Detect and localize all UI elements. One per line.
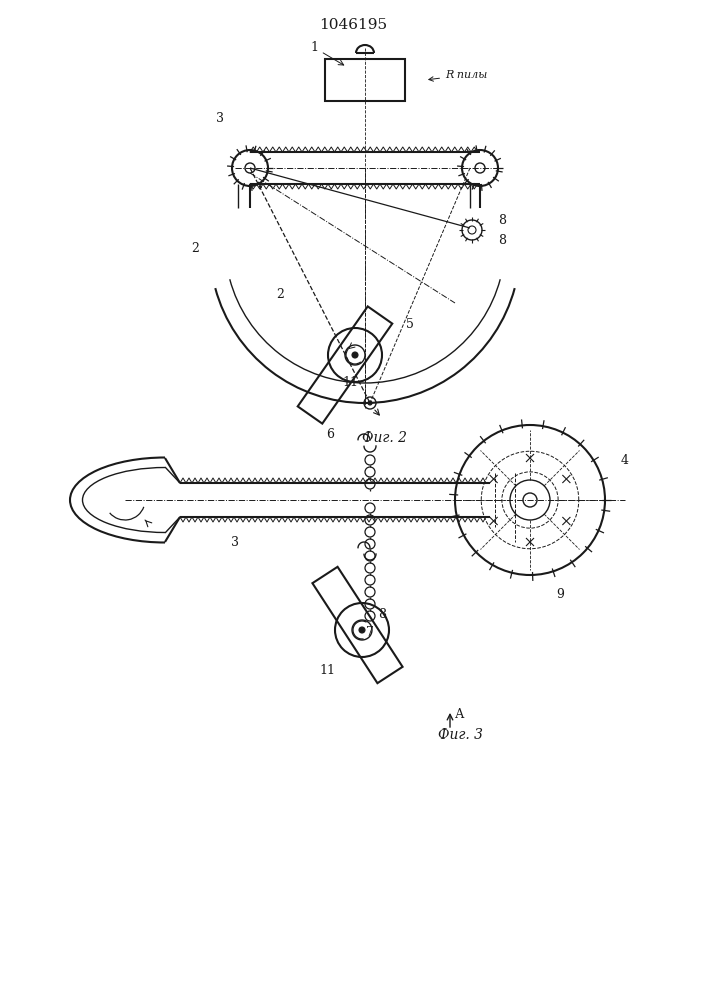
Text: 11: 11 [342,376,358,389]
Circle shape [359,627,365,633]
Text: 4: 4 [621,454,629,466]
Text: 8: 8 [378,608,386,621]
Circle shape [352,352,358,358]
Text: 3: 3 [216,111,224,124]
Circle shape [368,401,372,405]
Text: 3: 3 [231,536,239,548]
Text: 2: 2 [191,241,199,254]
Text: 1046195: 1046195 [319,18,387,32]
Text: 1: 1 [310,41,344,65]
Text: 5: 5 [406,318,414,332]
Text: 9: 9 [556,588,564,601]
Bar [325,59,405,101]
Text: Фиг. 2: Фиг. 2 [363,431,407,445]
Text: 7: 7 [366,626,374,640]
Text: Фиг. 3: Фиг. 3 [438,728,482,742]
Text: 6: 6 [326,428,334,442]
Text: R пилы: R пилы [429,70,487,81]
Text: А: А [455,708,464,722]
Text: 8: 8 [498,214,506,227]
Text: 2: 2 [276,288,284,302]
Text: 11: 11 [319,664,335,676]
Text: 8: 8 [498,233,506,246]
